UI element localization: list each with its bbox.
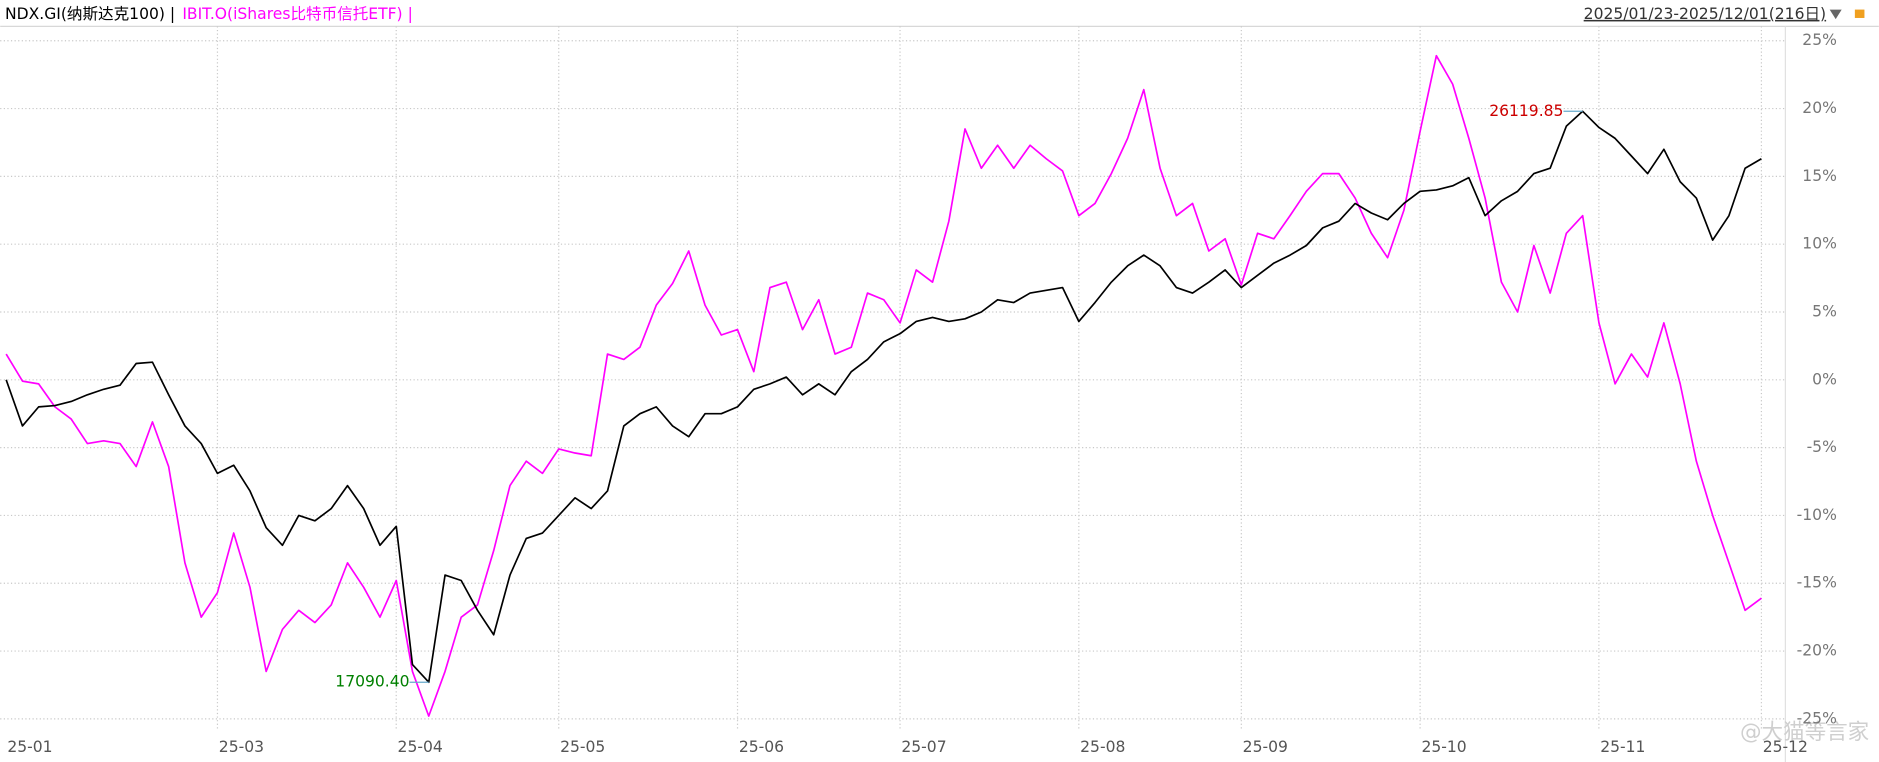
y-tick-label: 25% xyxy=(1802,31,1837,49)
y-tick-label: -15% xyxy=(1797,574,1837,592)
x-tick-label: 25-08 xyxy=(1080,738,1125,756)
y-tick-label: 20% xyxy=(1802,99,1837,117)
x-tick-label: 25-05 xyxy=(560,738,605,756)
lock-icon[interactable] xyxy=(1854,9,1865,18)
y-tick-label: -5% xyxy=(1807,438,1837,456)
y-tick-label: -10% xyxy=(1797,506,1837,524)
legend-entry[interactable]: IBIT.O(iShares比特币信托ETF) | xyxy=(182,5,413,23)
x-tick-label: 25-07 xyxy=(901,738,946,756)
series-line xyxy=(5,54,1762,717)
annotation: 17090.40 xyxy=(335,673,409,691)
x-tick-label: 25-01 xyxy=(7,738,52,756)
x-tick-label: 25-04 xyxy=(398,738,443,756)
x-tick-label: 25-09 xyxy=(1243,738,1288,756)
legend-entry[interactable]: NDX.GI(纳斯达克100) | xyxy=(5,5,175,23)
y-tick-label: 5% xyxy=(1812,302,1837,320)
annotation: 26119.85 xyxy=(1489,102,1563,120)
date-range[interactable]: 2025/01/23-2025/12/01(216日) xyxy=(1584,5,1826,23)
y-tick-label: 10% xyxy=(1802,235,1837,253)
y-tick-label: -25% xyxy=(1797,709,1837,727)
y-tick-label: 0% xyxy=(1812,370,1837,388)
x-tick-label: 25-11 xyxy=(1600,738,1645,756)
x-tick-label: 25-06 xyxy=(739,738,784,756)
x-tick-label: 25-03 xyxy=(219,738,264,756)
y-tick-label: -20% xyxy=(1797,642,1837,660)
x-tick-label: 25-10 xyxy=(1421,738,1466,756)
y-tick-label: 15% xyxy=(1802,167,1837,185)
x-tick-label: 25-12 xyxy=(1763,738,1808,756)
dropdown-arrow[interactable] xyxy=(1829,9,1842,20)
series-line xyxy=(5,110,1762,684)
